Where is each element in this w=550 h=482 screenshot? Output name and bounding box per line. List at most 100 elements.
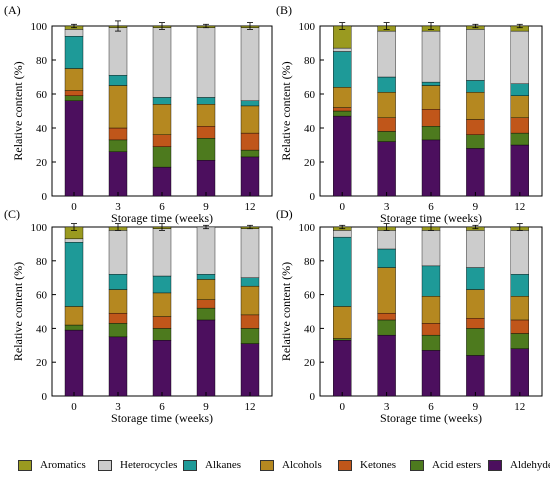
- bar-segment-aldehyde: [466, 355, 485, 397]
- legend-item: Aromatics: [18, 458, 86, 472]
- bar-segment-heterocycles: [240, 27, 260, 101]
- bar-segment-alkanes: [510, 274, 529, 297]
- bar-segment-alcohols: [196, 279, 216, 300]
- bar-segment-acid-esters: [510, 132, 529, 146]
- x-tick-label: 12: [514, 401, 525, 413]
- x-tick-label: 0: [339, 201, 345, 213]
- bar-segment-ketones: [152, 134, 172, 147]
- bar-segment-heterocycles: [64, 238, 84, 243]
- x-tick-label: 6: [428, 201, 434, 213]
- legend-label: Alkanes: [205, 459, 242, 471]
- y-tick-label: 20: [304, 157, 316, 169]
- x-tick-label: 3: [384, 401, 390, 413]
- bar-segment-acid-esters: [196, 307, 216, 321]
- bar-segment-alkanes: [196, 274, 216, 280]
- y-tick-label: 80: [304, 256, 316, 268]
- bar-segment-aldehyde: [152, 166, 172, 197]
- y-tick-label: 0: [42, 191, 48, 203]
- bar-segment-ketones: [196, 299, 216, 309]
- bar-segment-alkanes: [64, 242, 84, 307]
- bar-segment-alcohols: [108, 85, 128, 129]
- bar-segment-alcohols: [240, 105, 260, 134]
- y-tick-label: 0: [310, 391, 316, 403]
- x-tick-label: 9: [203, 401, 209, 413]
- y-tick-label: 80: [36, 256, 48, 268]
- y-tick-label: 20: [36, 357, 48, 369]
- bar-segment-aldehyde: [152, 340, 172, 397]
- y-axis-label: Relative content (%): [11, 262, 25, 361]
- legend-item: Acid esters: [410, 458, 481, 472]
- bar-segment-acid-esters: [108, 323, 128, 338]
- bar-segment-alcohols: [152, 292, 172, 317]
- bar-segment-alkanes: [240, 100, 260, 107]
- y-tick-label: 80: [36, 55, 48, 67]
- bar-segment-ketones: [196, 126, 216, 139]
- bar-segment-ketones: [466, 318, 485, 329]
- bar-segment-alkanes: [466, 80, 485, 93]
- bar-segment-alcohols: [377, 267, 396, 314]
- legend-label: Aromatics: [40, 459, 86, 471]
- legend-swatch: [98, 459, 112, 471]
- legend-swatch: [488, 459, 502, 471]
- bar-segment-aldehyde: [240, 343, 260, 397]
- bar-segment-acid-esters: [196, 137, 216, 161]
- bar-segment-acid-esters: [333, 110, 352, 117]
- bar-segment-alcohols: [466, 92, 485, 120]
- bar-segment-acid-esters: [152, 146, 172, 168]
- bar-segment-alcohols: [240, 285, 260, 316]
- panel-label: (D): [276, 207, 293, 221]
- x-tick-label: 9: [473, 201, 479, 213]
- bar-segment-ketones: [510, 319, 529, 334]
- bar-segment-alcohols: [466, 289, 485, 319]
- bar-segment-aldehyde: [510, 348, 529, 397]
- bar-segment-alkanes: [377, 248, 396, 268]
- bar-segment-alkanes: [421, 81, 441, 86]
- bar-segment-heterocycles: [421, 30, 441, 83]
- bar-segment-ketones: [240, 132, 260, 151]
- bar-segment-heterocycles: [108, 27, 128, 76]
- bar-segment-acid-esters: [152, 328, 172, 341]
- bar-segment-alcohols: [333, 306, 352, 339]
- x-tick-label: 3: [115, 201, 121, 213]
- bar-segment-alcohols: [64, 68, 84, 91]
- bar-segment-aldehyde: [333, 115, 352, 197]
- bar-segment-alcohols: [377, 92, 396, 119]
- bar-segment-heterocycles: [152, 27, 172, 98]
- legend-swatch: [338, 459, 352, 471]
- bar-segment-heterocycles: [240, 228, 260, 278]
- bar-segment-aldehyde: [466, 148, 485, 197]
- y-tick-label: 100: [31, 222, 48, 234]
- bar-segment-aldehyde: [196, 160, 216, 197]
- bar-segment-ketones: [421, 109, 441, 127]
- bar-segment-acid-esters: [377, 131, 396, 142]
- legend-item: Heterocycles: [98, 458, 177, 472]
- x-tick-label: 6: [159, 401, 165, 413]
- bar-segment-heterocycles: [64, 29, 84, 37]
- bar-segment-heterocycles: [421, 230, 441, 267]
- y-axis-label: Relative content (%): [279, 262, 293, 361]
- panel-label: (C): [4, 207, 20, 221]
- legend-label: Acid esters: [432, 459, 482, 471]
- bar-segment-ketones: [377, 312, 396, 321]
- y-tick-label: 40: [304, 323, 316, 335]
- legend-swatch: [410, 459, 424, 471]
- bar-segment-acid-esters: [240, 328, 260, 344]
- legend-label: Aldehyde: [510, 459, 550, 471]
- panel-label: (B): [276, 3, 292, 17]
- bar-segment-alkanes: [196, 97, 216, 105]
- x-tick-label: 6: [159, 201, 165, 213]
- bar-segment-acid-esters: [333, 338, 352, 341]
- bar-segment-acid-esters: [421, 126, 441, 141]
- bar-segment-ketones: [421, 323, 441, 336]
- panel-label: (A): [4, 3, 21, 17]
- bar-segment-acid-esters: [108, 139, 128, 152]
- bar-segment-alcohols: [152, 103, 172, 135]
- bar-segment-aldehyde: [108, 336, 128, 397]
- bar-segment-ketones: [466, 119, 485, 136]
- y-tick-label: 0: [310, 191, 316, 203]
- bar-segment-ketones: [240, 314, 260, 329]
- y-tick-label: 60: [304, 89, 316, 101]
- bar-segment-heterocycles: [466, 230, 485, 268]
- legend-swatch: [260, 459, 274, 471]
